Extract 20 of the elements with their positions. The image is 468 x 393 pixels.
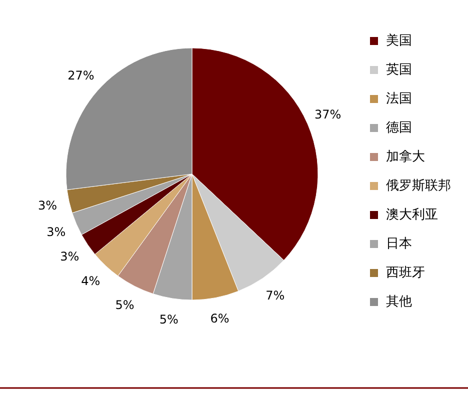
data-label: 3%: [60, 249, 80, 264]
legend-label: 美国: [386, 32, 412, 49]
data-label: 7%: [266, 288, 285, 303]
data-label: 3%: [46, 225, 66, 240]
legend-label: 日本: [386, 236, 412, 252]
legend-label: 澳大利亚: [386, 208, 438, 223]
data-label: 37%: [314, 108, 342, 122]
legend-label: 德国: [386, 120, 412, 136]
data-label: 4%: [81, 274, 100, 288]
legend-label: 俄罗斯联邦: [386, 178, 451, 194]
legend-label: 西班牙: [386, 266, 425, 281]
data-label: 6%: [210, 312, 230, 326]
legend-label: 其他: [386, 294, 412, 310]
legend-label: 法国: [386, 92, 412, 107]
data-label: 5%: [159, 312, 178, 326]
legend-label: 加拿大: [386, 150, 425, 165]
legend-label: 英国: [386, 62, 412, 78]
data-label: 5%: [115, 298, 134, 312]
data-label: 3%: [38, 198, 58, 213]
data-label: 27%: [68, 68, 94, 82]
